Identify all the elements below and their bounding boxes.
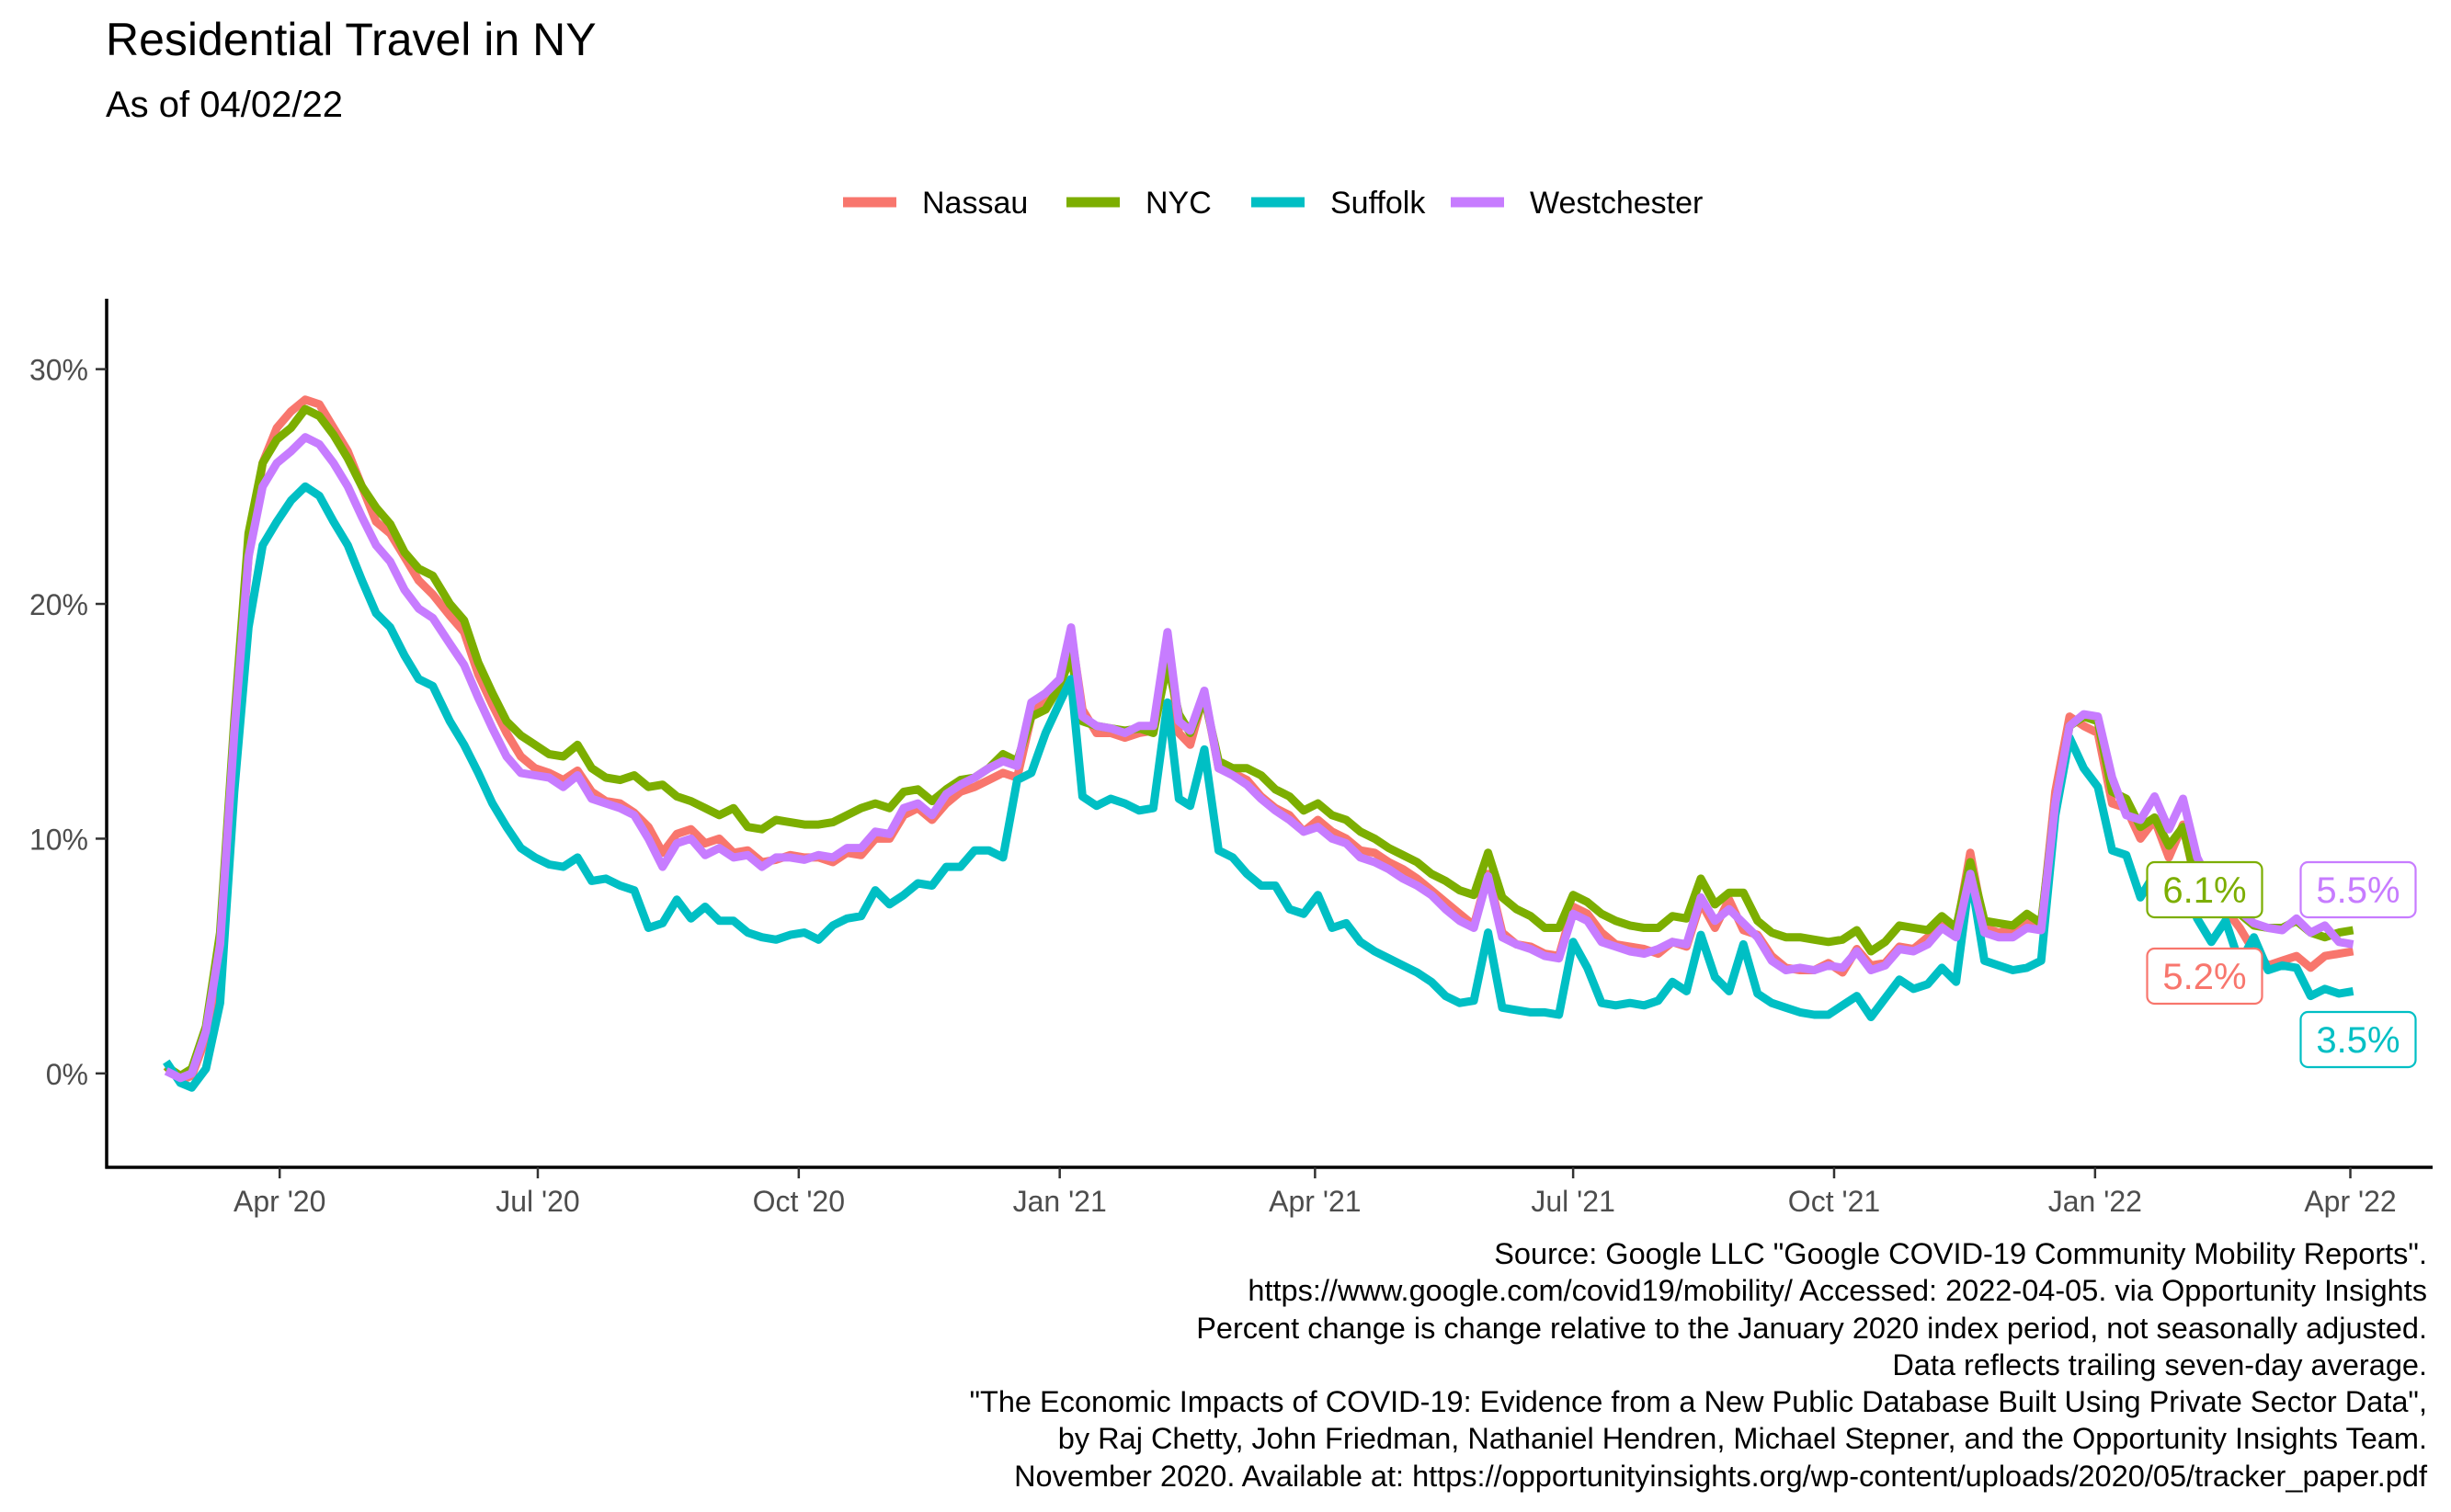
legend-label: Nassau	[922, 186, 1028, 221]
caption-line: https://www.google.com/covid19/mobility/…	[1248, 1274, 2427, 1308]
end-label-box	[2146, 860, 2263, 919]
legend: Nassau NYC Suffolk Westchester	[843, 186, 1703, 221]
caption-line: "The Economic Impacts of COVID-19: Evide…	[969, 1385, 2427, 1419]
end-label-text: 5.2%	[2162, 957, 2246, 997]
legend-item-westchester: Westchester	[1451, 186, 1703, 221]
caption-line: Source: Google LLC "Google COVID-19 Comm…	[1494, 1237, 2427, 1270]
source-caption: Source: Google LLC "Google COVID-19 Comm…	[969, 1235, 2427, 1495]
legend-item-nyc: NYC	[1066, 186, 1212, 221]
caption-line: November 2020. Available at: https://opp…	[1014, 1459, 2427, 1493]
x-tick-label: Oct '21	[1788, 1185, 1880, 1218]
end-labels: 5.2% 6.1% 3.5% 5.5%	[2146, 860, 2417, 1069]
caption-line: by Raj Chetty, John Friedman, Nathaniel …	[1057, 1422, 2427, 1456]
y-tick-label: 30%	[29, 354, 88, 387]
end-label-text: 3.5%	[2316, 1020, 2400, 1061]
series-lines	[163, 395, 2354, 1092]
x-tick-label: Apr '20	[234, 1185, 325, 1218]
series-line-nyc	[164, 404, 2354, 1080]
x-tick-label: Jan '22	[2048, 1185, 2142, 1218]
x-tick-label: Jan '21	[1013, 1185, 1107, 1218]
legend-label: Westchester	[1530, 186, 1703, 221]
end-label-nassau: 5.2%	[2146, 947, 2263, 1006]
y-tick-label: 10%	[29, 823, 88, 856]
x-tick-label: Apr '21	[1269, 1185, 1361, 1218]
legend-label: Suffolk	[1330, 186, 1426, 221]
x-tick-label: Jul '21	[1531, 1185, 1615, 1218]
chart-subtitle: As of 04/02/22	[106, 85, 343, 125]
y-tick-label: 20%	[29, 588, 88, 621]
end-label-westchester: 5.5%	[2299, 860, 2417, 919]
axes: 0% 10% 20% 30% Apr '20 Jul '20 Oct '20 Jan '21 A…	[29, 299, 2433, 1218]
series-line-westchester	[164, 433, 2354, 1083]
legend-item-suffolk: Suffolk	[1251, 186, 1426, 221]
legend-label: NYC	[1146, 186, 1212, 221]
y-tick-label: 0%	[46, 1058, 88, 1091]
end-label-box	[2146, 947, 2263, 1006]
x-tick-label: Jul '20	[496, 1185, 580, 1218]
end-label-suffolk: 3.5%	[2299, 1010, 2417, 1069]
end-label-box	[2299, 1010, 2417, 1069]
caption-line: Percent change is change relative to the…	[1196, 1311, 2427, 1345]
end-label-box	[2299, 860, 2417, 919]
x-tick-label: Oct '20	[753, 1185, 845, 1218]
end-label-nyc: 6.1%	[2146, 860, 2263, 919]
caption-line: Data reflects trailing seven-day average…	[1892, 1347, 2427, 1381]
legend-item-nassau: Nassau	[843, 186, 1028, 221]
end-label-text: 6.1%	[2162, 870, 2246, 911]
series-line-suffolk	[163, 482, 2354, 1092]
x-tick-label: Apr '22	[2304, 1185, 2396, 1218]
end-label-text: 5.5%	[2316, 870, 2400, 911]
chart-title: Residential Travel in NY	[106, 14, 597, 65]
